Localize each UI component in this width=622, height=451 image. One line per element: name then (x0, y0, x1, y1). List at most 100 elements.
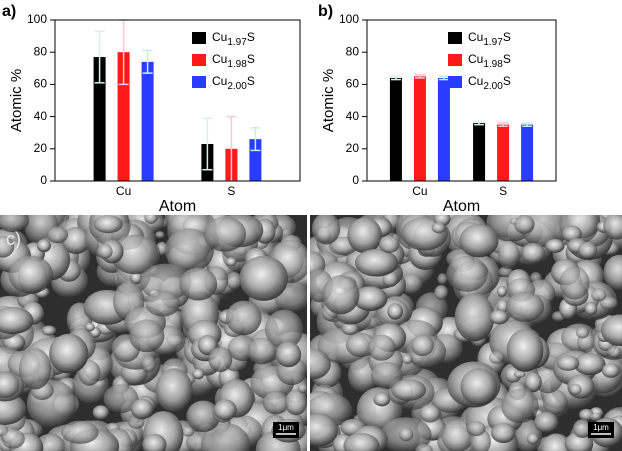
grain (225, 257, 237, 267)
grain (561, 225, 582, 243)
y-tick-label: 60 (34, 77, 48, 91)
grain (200, 423, 251, 451)
error-bar (390, 75, 401, 81)
error-bar (498, 122, 509, 128)
grain (49, 333, 89, 374)
grain (145, 290, 181, 317)
grain (437, 273, 448, 285)
grain (0, 235, 15, 258)
y-tick-label: 60 (346, 77, 360, 91)
grain (367, 334, 396, 361)
bar (249, 139, 262, 181)
grain (36, 239, 51, 253)
y-tick-label: 20 (34, 141, 48, 155)
plot-frame (54, 19, 301, 182)
grain (61, 226, 91, 255)
grain (569, 383, 582, 396)
grain (576, 326, 589, 339)
x-tick-label: Cu (116, 184, 131, 198)
grain (542, 389, 568, 415)
grain (61, 420, 99, 444)
grain (505, 291, 545, 322)
grain (496, 285, 507, 297)
grain (322, 275, 360, 315)
y-tick-label: 80 (34, 44, 48, 58)
sem-image (0, 215, 307, 451)
grain (540, 433, 573, 451)
grain (284, 389, 307, 416)
grain (97, 243, 113, 259)
error-bar (142, 49, 153, 74)
grain (459, 224, 499, 258)
grain (155, 231, 165, 239)
grain (488, 350, 505, 364)
grain (521, 242, 546, 264)
bar (93, 57, 106, 181)
grain (489, 309, 509, 325)
grain (186, 400, 221, 433)
grain (434, 285, 449, 300)
grain (341, 322, 359, 336)
bar (437, 77, 450, 181)
y-tick-label: 80 (346, 44, 360, 58)
bar (473, 123, 486, 181)
grain (490, 422, 516, 443)
error-bar (414, 73, 425, 79)
grain (584, 302, 598, 316)
grain (410, 334, 435, 357)
grain (265, 309, 304, 350)
grain (208, 346, 233, 373)
legend-swatch (448, 32, 462, 44)
legend-swatch (448, 76, 462, 88)
grain (382, 271, 399, 288)
legend-swatch (448, 54, 462, 66)
grain (373, 392, 391, 407)
grain (559, 266, 590, 300)
grain (142, 433, 167, 451)
grain (504, 366, 522, 383)
grain (599, 296, 619, 310)
grain (84, 322, 95, 332)
y-tick-label: 40 (34, 109, 48, 123)
grain (419, 403, 441, 423)
legend-label: Cu2.00S (468, 74, 511, 91)
legend-swatch (192, 76, 206, 88)
grain (347, 217, 382, 254)
grain (130, 398, 154, 420)
grain (141, 355, 156, 373)
x-axis-label: Atom (443, 198, 480, 215)
legend-label: Cu2.00S (212, 74, 255, 91)
error-bar (94, 30, 105, 84)
grain (41, 325, 57, 336)
y-tick-label: 0 (352, 173, 359, 187)
bar (413, 76, 426, 181)
grain (603, 254, 622, 291)
error-bar (438, 75, 449, 81)
grain (92, 405, 110, 420)
grain (247, 337, 277, 365)
x-tick-label: S (227, 184, 235, 198)
sem-image (310, 215, 622, 451)
bar (389, 77, 402, 181)
grain (391, 379, 427, 401)
grain (46, 226, 69, 244)
grain (524, 372, 542, 393)
legend-swatch (192, 54, 206, 66)
x-tick-label: S (499, 184, 507, 198)
grain (275, 341, 302, 368)
grain (0, 307, 34, 335)
grain (399, 273, 423, 295)
error-bar (202, 117, 213, 171)
grain (431, 221, 446, 234)
y-axis-label: Atomic % (320, 69, 337, 132)
grain (0, 215, 30, 233)
panel-label: b) (318, 3, 333, 20)
grain (600, 314, 622, 347)
grain (526, 433, 539, 445)
y-tick-label: 100 (27, 12, 47, 26)
grain (601, 363, 620, 378)
grain (110, 234, 161, 275)
legend-swatch (192, 32, 206, 44)
x-tick-label: Cu (412, 184, 427, 198)
